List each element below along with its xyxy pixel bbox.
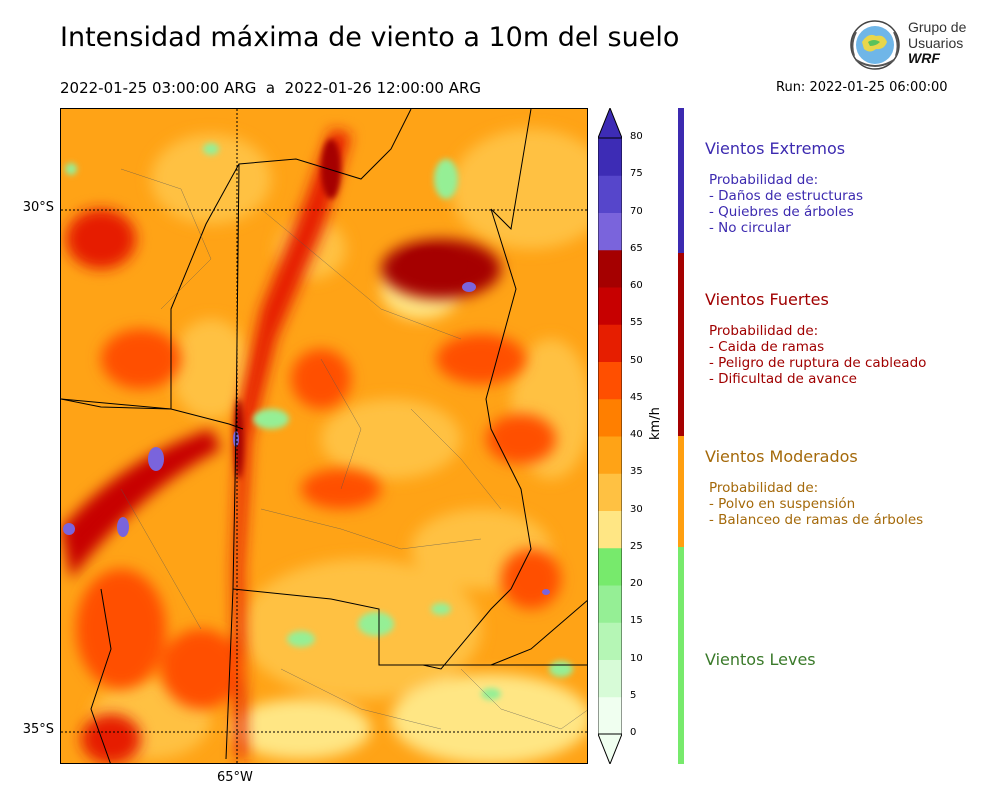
run-timestamp: Run: 2022-01-25 06:00:00: [776, 80, 948, 95]
colorbar-cell: [598, 287, 622, 325]
category-moderate: Vientos Moderados Probabilidad de: - Polvo…: [705, 447, 923, 528]
colorbar-tick-label: 50: [630, 354, 643, 366]
province-borders: [61, 109, 587, 763]
category-title: Vientos Leves: [705, 650, 816, 669]
category-line: - Polvo en suspensión: [709, 496, 856, 512]
colorbar-cell: [598, 361, 622, 400]
extreme-wind-cores: [234, 139, 461, 479]
colorbar-cell: [598, 138, 622, 176]
colorbar-cell: [598, 324, 622, 362]
colorbar-cell: [598, 585, 622, 623]
band-extreme: [678, 108, 684, 253]
category-strong: Vientos Fuertes Probabilidad de: - Caida d…: [705, 290, 926, 387]
forecast-period: 2022-01-25 03:00:00 ARG a 2022-01-26 12:…: [60, 79, 482, 97]
category-line: Probabilidad de:: [709, 172, 819, 188]
colorbar-tick-label: 10: [630, 652, 643, 664]
graticule: [61, 109, 587, 763]
colorbar-tick-label: 65: [630, 242, 643, 254]
globe-emblem-icon: [850, 20, 900, 70]
logo-line-3: WRF: [908, 50, 940, 66]
colorbar-extend-max: [598, 108, 622, 139]
colorbar-tick-label: 45: [630, 391, 643, 403]
colorbar-tick-label: 0: [630, 727, 637, 738]
wrf-logo: Grupo de Usuarios WRF: [846, 14, 976, 74]
category-line: - Balanceo de ramas de árboles: [709, 512, 924, 528]
category-line: Probabilidad de:: [709, 323, 819, 339]
category-line: Probabilidad de:: [709, 480, 819, 496]
lon-label-65w: 65°W: [217, 770, 253, 785]
category-line: - Daños de estructuras: [709, 188, 864, 204]
band-light: [678, 547, 684, 764]
light-wind-areas: [65, 143, 573, 700]
colorbar-cell: [598, 659, 622, 698]
category-title: Vientos Fuertes: [705, 290, 829, 309]
extreme-wind-spots: [63, 282, 550, 595]
colorbar-cell: [598, 510, 622, 549]
colorbar-cell: [598, 473, 622, 511]
colorbar-tick-label: 25: [630, 540, 643, 552]
category-line: - Peligro de ruptura de cableado: [709, 355, 927, 371]
colorbar-tick-label: 30: [630, 503, 643, 515]
logo-line-2: Usuarios: [908, 35, 964, 51]
wind-field-svg: [61, 109, 587, 763]
logo-line-1: Grupo de: [908, 19, 967, 35]
colorbar-cell: [598, 175, 622, 213]
wind-map: [60, 108, 588, 764]
colorbar-tick-label: 75: [630, 168, 643, 180]
category-line: - Quiebres de árboles: [709, 204, 854, 220]
category-line: - No circular: [709, 220, 791, 236]
colorbar-cell: [598, 212, 622, 251]
colorbar-tick-label: 55: [630, 317, 643, 329]
lat-label-30s: 30°S: [22, 200, 54, 215]
colorbar-tick-label: 20: [630, 578, 643, 589]
category-line: - Caida de ramas: [709, 339, 825, 355]
colorbar-tick-label: 60: [630, 280, 643, 291]
colorbar-tick-label: 5: [630, 689, 637, 701]
colorbar-tick-label: 35: [630, 466, 643, 478]
colorbar-cell: [598, 398, 622, 437]
colorbar-cell: [598, 622, 622, 660]
page-title: Intensidad máxima de viento a 10m del su…: [60, 22, 680, 53]
colorbar-cell: [598, 436, 622, 474]
colorbar: [598, 108, 622, 764]
colorbar-cell: [598, 547, 622, 586]
lat-label-35s: 35°S: [22, 722, 54, 737]
band-strong: [678, 253, 684, 436]
band-moderate: [678, 436, 684, 547]
colorbar-tick-label: 40: [630, 429, 643, 440]
category-title: Vientos Moderados: [705, 447, 858, 466]
colorbar-cell: [598, 696, 622, 735]
colorbar-tick-label: 80: [630, 131, 643, 142]
category-light: Vientos Leves: [705, 650, 816, 669]
category-title: Vientos Extremos: [705, 139, 846, 158]
colorbar-tick-label: 15: [630, 615, 643, 627]
department-borders: [120, 168, 587, 730]
category-line: - Dificultad de avance: [709, 371, 857, 387]
colorbar-unit: km/h: [648, 407, 663, 440]
category-extreme: Vientos Extremos Probabilidad de: - Daños …: [705, 139, 863, 236]
colorbar-cell: [598, 249, 622, 288]
colorbar-extend-min: [598, 733, 622, 764]
colorbar-tick-label: 70: [630, 205, 643, 217]
